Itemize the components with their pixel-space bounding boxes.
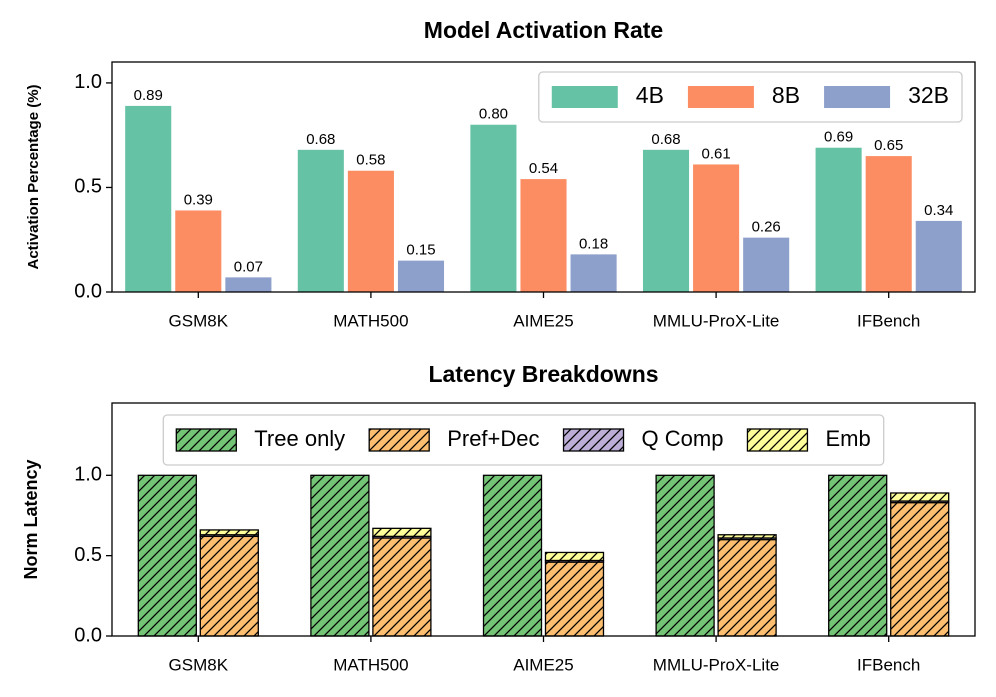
x-tick-label: IFBench (857, 311, 920, 330)
x-tick-label: AIME25 (513, 655, 573, 674)
legend-swatch (687, 86, 754, 108)
data-label: 0.68 (306, 131, 335, 148)
legend-box (162, 414, 885, 466)
bar (655, 474, 715, 637)
bar (570, 254, 617, 292)
data-label: 0.58 (356, 152, 385, 169)
bar (225, 277, 272, 292)
legend-label: Pref+Dec (447, 426, 539, 451)
x-tick-label: MMLU-ProX-Lite (653, 311, 780, 330)
bar (915, 220, 962, 292)
data-label: 0.89 (134, 87, 163, 104)
y-tick-label: 1.0 (74, 71, 102, 93)
bar (470, 124, 517, 293)
bar (828, 474, 888, 637)
bar (137, 474, 197, 637)
bar (520, 179, 567, 292)
data-label: 0.65 (874, 137, 903, 154)
y-tick-label: 0.0 (74, 280, 102, 302)
y-axis-label: Norm Latency (21, 459, 41, 579)
bar (717, 534, 777, 539)
legend-label: Tree only (254, 426, 345, 451)
data-label: 0.15 (406, 242, 435, 259)
bar (890, 501, 950, 637)
legend-swatch (824, 86, 891, 108)
y-tick-label: 0.0 (74, 624, 102, 646)
bar (693, 164, 740, 292)
bar (815, 147, 862, 292)
chart-title: Latency Breakdowns (428, 361, 658, 387)
legend-swatch (551, 86, 618, 108)
bar (175, 210, 222, 292)
bar (372, 537, 432, 637)
bar (482, 474, 543, 637)
bar (310, 474, 370, 637)
data-label: 0.39 (184, 191, 213, 208)
legend: 4B 8B 32B (538, 71, 963, 123)
chart-title: Model Activation Rate (424, 17, 663, 43)
x-tick-label: MMLU-ProX-Lite (653, 655, 780, 674)
bar (125, 105, 172, 292)
y-tick-label: 0.5 (74, 544, 102, 566)
legend-swatch (175, 428, 237, 452)
plot-frame (111, 61, 976, 293)
x-tick-label: IFBench (857, 655, 920, 674)
legend-label: Emb (825, 426, 870, 451)
legend-label: Q Comp (642, 426, 724, 451)
x-tick-label: MATH500 (333, 655, 408, 674)
bar (347, 170, 394, 292)
data-label: 0.26 (752, 219, 781, 236)
legend-swatch (368, 428, 430, 452)
x-tick-label: AIME25 (513, 311, 573, 330)
bar (544, 561, 605, 637)
bar (890, 492, 950, 502)
y-tick-label: 1.0 (74, 464, 102, 486)
y-tick-label: 0.5 (74, 176, 102, 198)
legend: Tree only Pref+Dec Q Comp Emb (162, 414, 885, 466)
y-axis-label: Activation Percentage (%) (25, 84, 42, 269)
legend-label: 4B (636, 82, 664, 108)
legend-swatch (562, 428, 625, 452)
bar (743, 237, 790, 292)
data-label: 0.07 (234, 258, 263, 275)
bar (717, 538, 777, 637)
x-tick-label: GSM8K (169, 311, 229, 330)
data-label: 0.18 (579, 235, 608, 252)
data-label: 0.80 (479, 106, 508, 123)
bar (544, 551, 605, 562)
bar (397, 260, 445, 292)
x-tick-label: MATH500 (333, 311, 408, 330)
data-label: 0.69 (824, 129, 853, 146)
data-label: 0.34 (924, 202, 953, 219)
legend-label: 32B (908, 82, 949, 108)
bar (865, 156, 912, 292)
data-label: 0.54 (529, 160, 558, 177)
data-label: 0.61 (701, 145, 730, 162)
bar (199, 535, 259, 637)
bar (199, 529, 259, 536)
x-tick-label: GSM8K (169, 655, 229, 674)
data-label: 0.68 (651, 131, 680, 148)
bar (372, 527, 432, 538)
bar (297, 149, 344, 292)
legend-swatch (746, 428, 809, 452)
bar (642, 149, 690, 292)
plot-frame (111, 402, 976, 637)
legend-label: 8B (772, 82, 800, 108)
